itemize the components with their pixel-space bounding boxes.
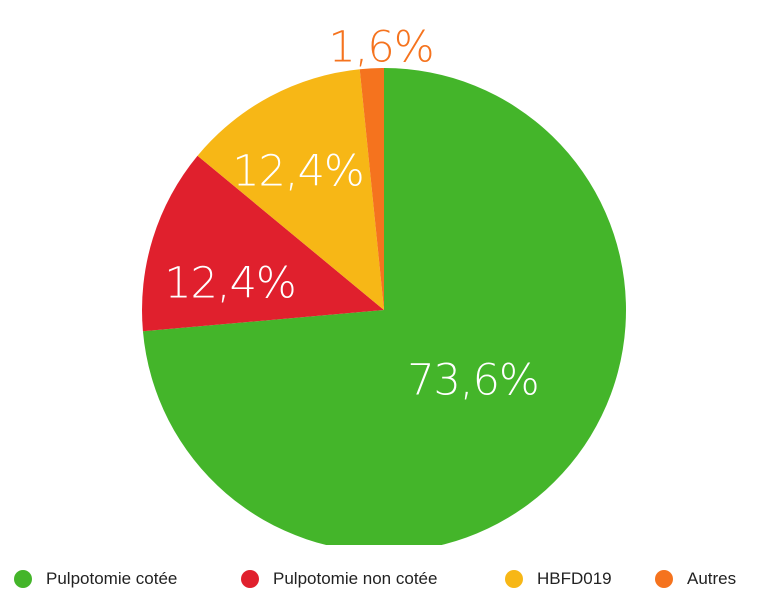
data-label-autres: 1,6% (328, 23, 433, 73)
legend-item-pulpotomie-non-cotee[interactable]: Pulpotomie non cotée (241, 564, 437, 594)
data-label-pulpotomie-cotee: 73,6% (407, 356, 539, 406)
data-label-hbfd019: 12,4% (232, 147, 364, 197)
pie-chart: 73,6% 12,4% 12,4% 1,6% (142, 23, 626, 545)
data-label-pulpotomie-non-cotee: 12,4% (164, 259, 296, 309)
pie-slices (142, 68, 626, 545)
legend-item-pulpotomie-cotee[interactable]: Pulpotomie cotée (14, 564, 177, 594)
pie-slice-autres[interactable] (359, 68, 384, 310)
legend-swatch-green (14, 570, 32, 588)
legend-label: Autres (687, 569, 737, 588)
pie-slice-pulpotomie-non-cotee[interactable] (142, 155, 384, 332)
legend-swatch-orange (655, 570, 673, 588)
legend: Pulpotomie cotée Pulpotomie non cotée HB… (0, 564, 757, 594)
legend-item-autres[interactable]: Autres (655, 564, 736, 594)
legend-item-hbfd019[interactable]: HBFD019 (505, 564, 612, 594)
legend-swatch-red (241, 570, 259, 588)
legend-label: HBFD019 (537, 569, 612, 588)
legend-label: Pulpotomie non cotée (273, 569, 438, 588)
pie-slice-hbfd019[interactable] (197, 69, 384, 310)
pie-data-labels: 73,6% 12,4% 12,4% 1,6% (164, 23, 540, 406)
legend-swatch-yellow (505, 570, 523, 588)
legend-label: Pulpotomie cotée (46, 569, 178, 588)
pie-slice-pulpotomie-cotee[interactable] (142, 68, 626, 545)
